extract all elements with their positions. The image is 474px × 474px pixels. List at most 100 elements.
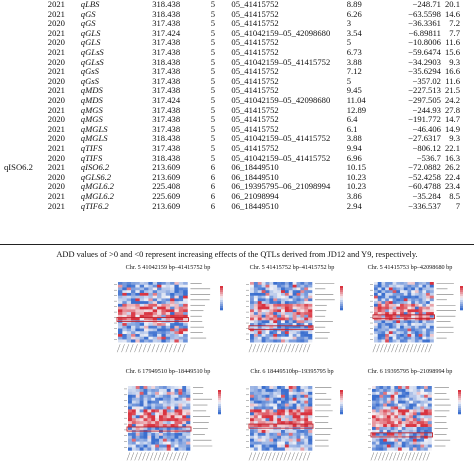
qtl-table-body: 2021 qLBS 318.438 5 05_41415752 8.89 −248.71 20… xyxy=(0,0,474,211)
lod-cell: 10.15 xyxy=(346,162,367,173)
add-cell: −248.71 xyxy=(412,0,441,10)
qtl-group-cell xyxy=(0,144,34,154)
year-cell: 2021 xyxy=(47,123,65,134)
position-cell: 318.438 xyxy=(152,152,181,163)
color-legend xyxy=(458,390,461,415)
qtl-name-cell: qMGL6.2 xyxy=(80,181,114,192)
chromosome-cell: 5 xyxy=(210,75,215,86)
year-cell: 2021 xyxy=(47,47,65,58)
heatmap-panel-3-title: Chr. 5 41415753 bp–42098680 bp xyxy=(367,264,453,271)
year-cell: 2021 xyxy=(47,200,65,211)
table-row: 2020 qGLS6.2 213.609 6 06_18449510 10.23 −52.4… xyxy=(0,171,474,183)
year-cell: 2021 xyxy=(47,85,65,96)
table-row: 2021 qGS 318.438 5 05_41415752 6.26 −63.5598 14… xyxy=(0,8,474,20)
year-cell: 2020 xyxy=(47,18,65,29)
pve-cell: 23.4 xyxy=(444,181,460,192)
chromosome-cell: 5 xyxy=(210,94,215,105)
table-row: 2020 qGLsS 318.438 5 05_41042159–05_41415752… xyxy=(0,56,474,68)
pve-cell: 7 xyxy=(455,200,460,211)
lod-cell: 6.73 xyxy=(346,47,362,58)
heatmap-5 xyxy=(246,380,346,472)
qtl-group-cell xyxy=(0,96,34,106)
add-cell: −52.4258 xyxy=(408,171,441,182)
qtl-name-cell: qMGS xyxy=(80,114,103,125)
table-row: 2020 qMDS 317.424 5 05_41042159–05_42098680 1… xyxy=(0,94,474,106)
color-legend xyxy=(218,390,221,415)
heatmap-panel-6-title: Chr. 6 19395795 bp–21098994 bp xyxy=(367,368,453,375)
position-cell: 317.438 xyxy=(152,37,181,48)
lod-cell: 3.88 xyxy=(346,56,362,67)
add-cell: −34.2903 xyxy=(408,56,441,67)
year-cell: 2020 xyxy=(47,37,65,48)
qtl-table: 2021 qLBS 318.438 5 05_41415752 8.89 −248.71 20… xyxy=(0,0,474,211)
row-label-marks xyxy=(436,283,457,339)
chromosome-cell: 5 xyxy=(210,0,215,10)
pve-cell: 27.8 xyxy=(444,104,460,115)
lod-cell: 12.89 xyxy=(346,104,367,115)
position-cell: 317.438 xyxy=(152,75,181,86)
add-cell: −60.4788 xyxy=(408,181,441,192)
qtl-group-cell xyxy=(0,38,34,48)
heatmap-2-svg xyxy=(246,282,343,353)
interval-cell: 05_41415752 xyxy=(231,8,279,19)
table-row: 2020 qMGL6.2 225.408 6 06_19395795–06_210989… xyxy=(0,182,474,192)
interval-cell: 05_41415752 xyxy=(231,85,279,96)
qtl-group-cell xyxy=(0,77,34,87)
position-cell: 317.438 xyxy=(152,66,181,77)
year-cell: 2021 xyxy=(47,142,65,153)
pve-cell: 8.5 xyxy=(449,190,460,201)
chromosome-cell: 5 xyxy=(210,142,215,153)
chromosome-cell: 5 xyxy=(210,47,215,58)
pve-cell: 9.3 xyxy=(449,56,460,67)
heatmap-cells xyxy=(250,282,313,343)
qtl-group-cell xyxy=(0,67,34,77)
position-cell: 317.424 xyxy=(152,94,181,105)
interval-cell: 05_41415752 xyxy=(231,37,279,48)
table-row: 2020 qTIFS 318.438 5 05_41042159–05_41415752… xyxy=(0,152,474,164)
qtl-name-cell: qGsS xyxy=(80,75,99,86)
interval-cell: 05_41042159–05_41415752 xyxy=(231,152,331,163)
year-cell: 2021 xyxy=(47,27,65,38)
table-row: 2020 qGS 317.438 5 05_41415752 3 −36.3361 7.2 xyxy=(0,19,474,29)
qtl-group-cell: qISO6.2 xyxy=(4,162,33,173)
interval-cell: 06_18449510 xyxy=(231,200,279,211)
heatmap-2 xyxy=(246,276,346,362)
qtl-name-cell: qGLS6.2 xyxy=(80,171,112,182)
chromosome-cell: 5 xyxy=(210,27,215,38)
heatmap-4 xyxy=(124,380,224,472)
table-row: 2020 qMGLS 318.438 5 05_41042159–05_41415752… xyxy=(0,134,474,144)
row-label-marks xyxy=(315,283,335,339)
chromosome-cell: 5 xyxy=(210,18,215,29)
lod-cell: 7.12 xyxy=(346,66,362,77)
table-row: 2021 qMDS 317.438 5 05_41415752 9.45 −227.513 2… xyxy=(0,86,474,96)
row-label-marks xyxy=(193,387,213,447)
heatmap-1 xyxy=(114,276,226,362)
qtl-name-cell: qTIFS xyxy=(80,142,103,153)
pve-cell: 9.3 xyxy=(449,133,460,144)
highlight-box xyxy=(370,432,433,438)
row-label-marks xyxy=(315,387,333,447)
add-cell: −72.0882 xyxy=(408,162,441,173)
column-label-marks xyxy=(248,344,311,353)
qtl-name-cell: qGLsS xyxy=(80,56,104,67)
dendrogram xyxy=(124,388,127,448)
chromosome-cell: 6 xyxy=(210,181,215,192)
year-cell: 2020 xyxy=(47,94,65,105)
lod-cell: 3.86 xyxy=(346,190,362,201)
add-cell: −191.772 xyxy=(408,114,441,125)
add-cell: −46.406 xyxy=(412,123,441,134)
qtl-group-cell xyxy=(0,48,34,58)
pve-cell: 22.1 xyxy=(444,142,460,153)
qtl-name-cell: qMGLS xyxy=(80,133,108,144)
interval-cell: 06_21098994 xyxy=(231,190,279,201)
position-cell: 317.438 xyxy=(152,18,181,29)
table-row: 2021 qLBS 318.438 5 05_41415752 8.89 −248.71 20… xyxy=(0,0,474,10)
add-cell: −806.12 xyxy=(412,142,441,153)
heatmap-1-svg xyxy=(114,282,223,353)
pve-cell: 7.2 xyxy=(449,18,460,29)
pve-cell: 16.3 xyxy=(444,152,460,163)
lod-cell: 6.1 xyxy=(346,123,358,134)
lod-cell: 6.4 xyxy=(346,114,358,125)
heatmap-panel-1-title: Chr. 5 41042159 bp–41415752 bp xyxy=(125,264,211,271)
pve-cell: 26.2 xyxy=(444,162,460,173)
